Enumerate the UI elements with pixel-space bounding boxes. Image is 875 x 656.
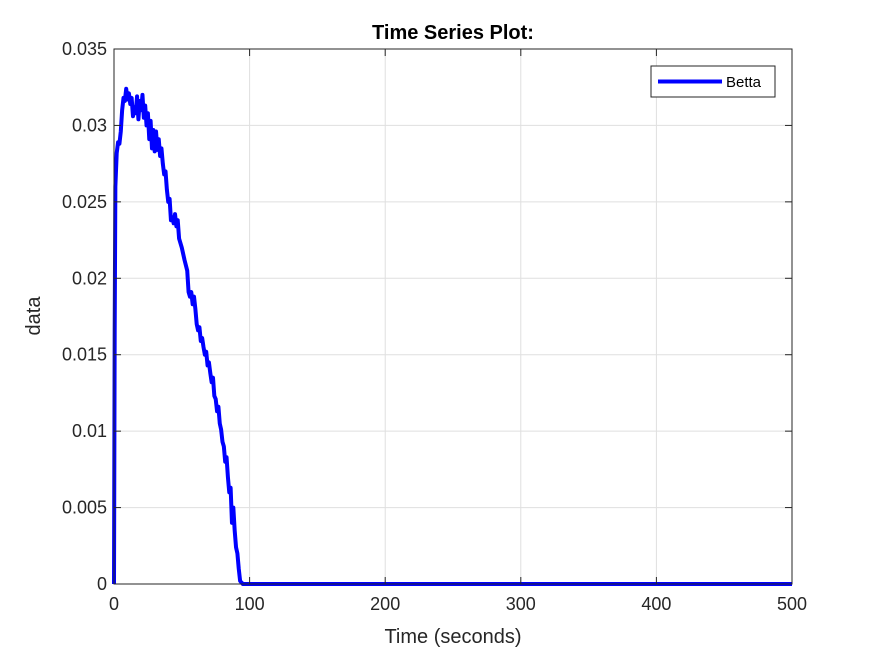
- y-tick-label: 0.03: [72, 115, 107, 135]
- y-tick-label: 0: [97, 574, 107, 594]
- y-tick-label: 0.015: [62, 345, 107, 365]
- legend[interactable]: Betta: [650, 65, 776, 98]
- plot-area: [114, 49, 792, 584]
- x-tick-label: 300: [506, 594, 536, 614]
- chart-title: Time Series Plot:: [372, 22, 534, 44]
- axes-frame: [113, 48, 793, 585]
- x-tick-label: 500: [777, 594, 807, 614]
- x-axis-label: Time (seconds): [384, 626, 521, 648]
- y-tick-label: 0.035: [62, 39, 107, 59]
- x-tick-label: 0: [109, 594, 119, 614]
- y-axis-label: data: [23, 296, 45, 336]
- y-tick-label: 0.005: [62, 498, 107, 518]
- legend-label-betta: Betta: [726, 74, 762, 91]
- x-tick-label: 100: [235, 594, 265, 614]
- tick-labels: 0 100 200 300 400 500 0 0.005 0.01 0.015 0.02 0.025…: [62, 39, 807, 614]
- y-tick-label: 0.02: [72, 268, 107, 288]
- grid-lines: [114, 49, 792, 584]
- series-layer: [112, 86, 792, 586]
- x-tick-label: 200: [370, 594, 400, 614]
- y-tick-label: 0.025: [62, 192, 107, 212]
- x-tick-label: 400: [641, 594, 671, 614]
- y-tick-label: 0.01: [72, 421, 107, 441]
- axis-ticks: [113, 48, 793, 585]
- series-line-betta: [112, 86, 792, 586]
